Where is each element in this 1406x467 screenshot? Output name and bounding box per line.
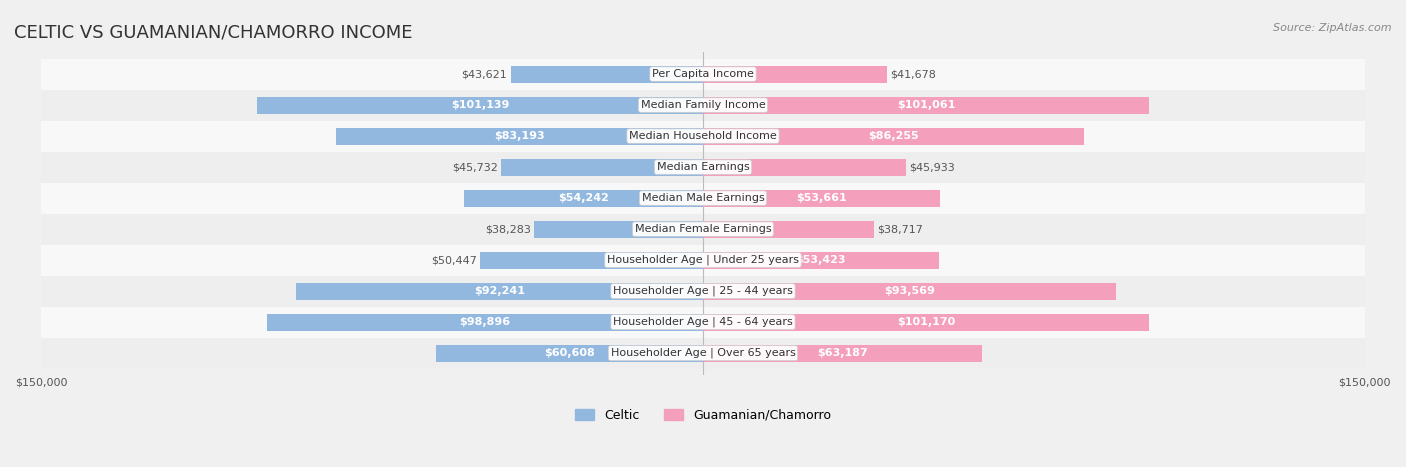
Text: $41,678: $41,678 [890,69,936,79]
Bar [41,120,1365,152]
Text: Median Family Income: Median Family Income [641,100,765,110]
Text: $101,139: $101,139 [451,100,509,110]
Bar [336,127,703,145]
Bar [703,127,1084,145]
Bar [510,65,703,83]
Bar [464,190,703,206]
Bar [257,97,703,113]
Bar [703,345,981,361]
Text: $45,732: $45,732 [453,162,498,172]
Bar [41,90,1365,120]
Bar [703,190,939,206]
Text: $53,661: $53,661 [796,193,846,203]
Text: Median Earnings: Median Earnings [657,162,749,172]
Bar [267,314,703,331]
Text: $101,170: $101,170 [897,317,955,327]
Text: $53,423: $53,423 [796,255,846,265]
Text: $86,255: $86,255 [868,131,918,141]
Bar [703,314,1149,331]
Text: $45,933: $45,933 [908,162,955,172]
Bar [703,65,887,83]
Bar [481,252,703,269]
Bar [41,307,1365,338]
Text: $54,242: $54,242 [558,193,609,203]
Bar [436,345,703,361]
Bar [41,58,1365,90]
Text: Householder Age | Over 65 years: Householder Age | Over 65 years [610,348,796,358]
Bar [703,252,939,269]
Bar [502,159,703,176]
Text: $38,717: $38,717 [877,224,922,234]
Bar [534,220,703,238]
Text: CELTIC VS GUAMANIAN/CHAMORRO INCOME: CELTIC VS GUAMANIAN/CHAMORRO INCOME [14,23,412,42]
Bar [703,97,1149,113]
Legend: Celtic, Guamanian/Chamorro: Celtic, Guamanian/Chamorro [569,403,837,427]
Text: $83,193: $83,193 [494,131,544,141]
Text: Source: ZipAtlas.com: Source: ZipAtlas.com [1274,23,1392,33]
Text: Median Male Earnings: Median Male Earnings [641,193,765,203]
Bar [703,283,1116,300]
Text: $63,187: $63,187 [817,348,868,358]
Text: Householder Age | 45 - 64 years: Householder Age | 45 - 64 years [613,317,793,327]
Bar [41,338,1365,368]
Text: Per Capita Income: Per Capita Income [652,69,754,79]
Text: Median Household Income: Median Household Income [628,131,778,141]
Text: $38,283: $38,283 [485,224,531,234]
Bar [41,276,1365,307]
Text: $50,447: $50,447 [432,255,477,265]
Text: $92,241: $92,241 [474,286,524,296]
Text: $93,569: $93,569 [884,286,935,296]
Text: $101,061: $101,061 [897,100,955,110]
Bar [703,159,905,176]
Bar [41,245,1365,276]
Text: Median Female Earnings: Median Female Earnings [634,224,772,234]
Text: $98,896: $98,896 [460,317,510,327]
Bar [41,152,1365,183]
Text: $60,608: $60,608 [544,348,595,358]
Text: Householder Age | 25 - 44 years: Householder Age | 25 - 44 years [613,286,793,297]
Bar [41,183,1365,213]
Bar [41,213,1365,245]
Bar [703,220,873,238]
Text: $43,621: $43,621 [461,69,508,79]
Text: Householder Age | Under 25 years: Householder Age | Under 25 years [607,255,799,265]
Bar [297,283,703,300]
